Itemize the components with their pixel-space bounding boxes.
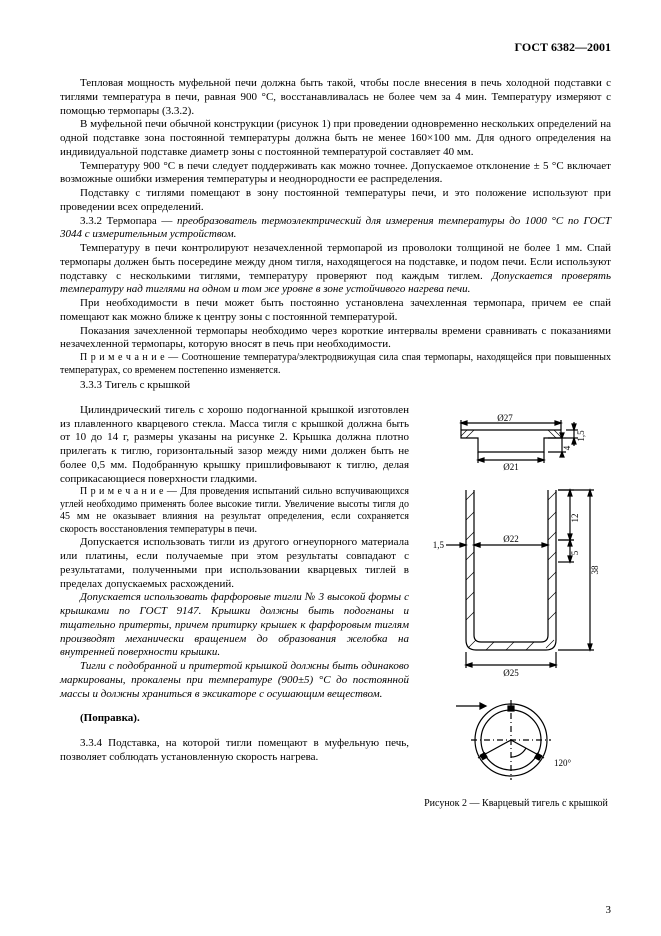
dim-wall: 1,5 xyxy=(433,540,445,550)
paragraph-332: 3.3.2 Термопара — преобразователь термоэ… xyxy=(60,215,611,243)
paragraph: Допускается использовать тигли из другог… xyxy=(60,536,409,591)
clause-number: 3.3.2 Термопара — xyxy=(80,215,177,227)
amendment: (Поправка). xyxy=(60,712,409,726)
dim-38: 38 xyxy=(590,565,600,575)
dim-d21: Ø21 xyxy=(503,462,519,472)
paragraph: Температуру 900 °С в печи следует поддер… xyxy=(60,160,611,188)
dim-5: 5 xyxy=(570,550,580,555)
note: П р и м е ч а н и е — Соотношение темпер… xyxy=(60,352,611,377)
paragraph: При необходимости в печи может быть пост… xyxy=(60,297,611,325)
paragraph: Цилиндрический тигель с хорошо подогнанн… xyxy=(60,404,409,487)
note: П р и м е ч а н и е — Для проведения исп… xyxy=(60,486,409,536)
left-column: Цилиндрический тигель с хорошо подогнанн… xyxy=(60,404,409,811)
dim-d22: Ø22 xyxy=(503,534,519,544)
dim-d25: Ø25 xyxy=(503,668,519,678)
amendment-label: (Поправка). xyxy=(80,712,140,724)
clause-333-title: 3.3.3 Тигель с крышкой xyxy=(60,379,611,393)
dim-4: 4 xyxy=(562,445,572,450)
document-id: ГОСТ 6382—2001 xyxy=(60,40,611,55)
dim-12: 12 xyxy=(570,513,580,522)
paragraph: Подставку с тиглями помещают в зону пост… xyxy=(60,187,611,215)
paragraph: Показания зачехленной термопары необходи… xyxy=(60,325,611,353)
document-page: ГОСТ 6382—2001 Тепловая мощность муфельн… xyxy=(0,0,661,936)
paragraph: Тепловая мощность муфельной печи должна … xyxy=(60,77,611,118)
dim-1-5: 1,5 xyxy=(576,430,586,442)
figure-column: Ø27 1,5 4 xyxy=(421,404,611,811)
paragraph: В муфельной печи обычной конструкции (ри… xyxy=(60,118,611,159)
paragraph-334: 3.3.4 Подставка, на которой тигли помеща… xyxy=(60,737,409,765)
dim-d27: Ø27 xyxy=(497,413,513,423)
paragraph: Температуру в печи контролируют незачехл… xyxy=(60,242,611,297)
paragraph-italic: Тигли с подобранной и притертой крышкой … xyxy=(60,660,409,701)
figure-caption: Рисунок 2 — Кварцевый тигель с крышкой xyxy=(424,798,608,811)
paragraph-italic: Допускается использовать фарфоровые тигл… xyxy=(60,591,409,660)
crucible-figure-svg: Ø27 1,5 4 xyxy=(426,410,606,790)
two-column-region: Цилиндрический тигель с хорошо подогнанн… xyxy=(60,404,611,811)
page-number: 3 xyxy=(606,904,612,918)
dim-angle: 120° xyxy=(554,758,572,768)
